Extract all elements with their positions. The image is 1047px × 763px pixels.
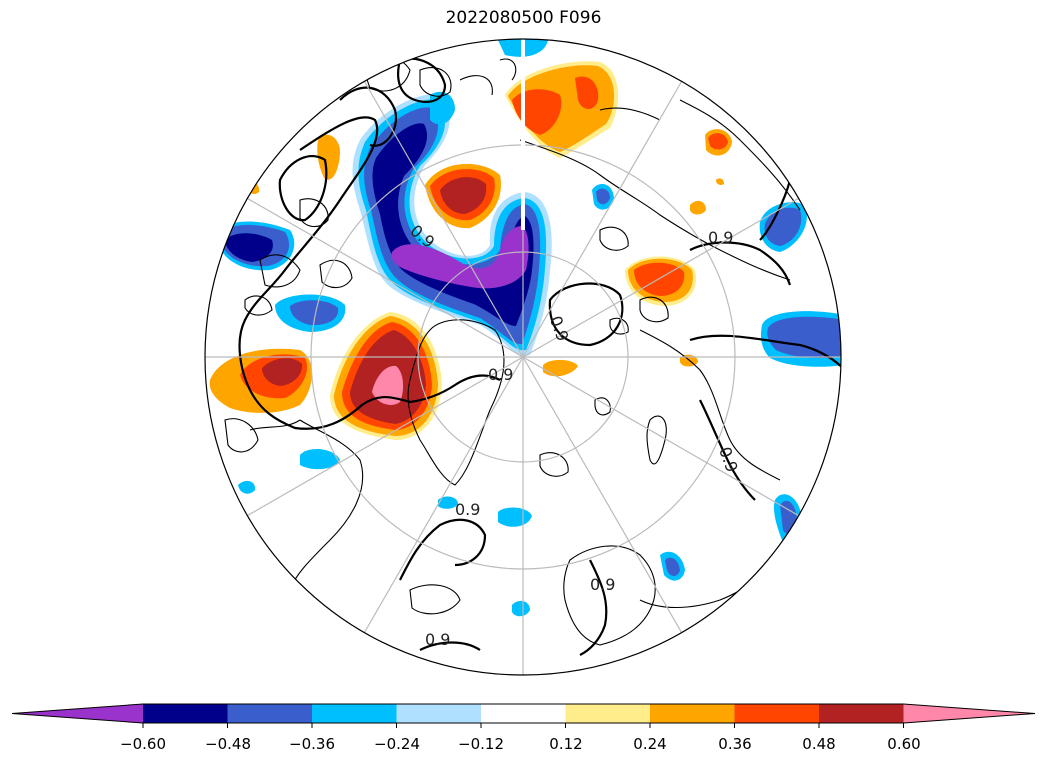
coastline-svalbard <box>539 397 611 477</box>
coastlines <box>224 54 801 646</box>
colorbar-tick-label: −0.24 <box>374 735 420 753</box>
contour-right-arc <box>759 179 792 241</box>
contour-top-arc <box>339 86 398 147</box>
meridian <box>522 356 809 522</box>
anomaly-left-cold <box>215 221 346 494</box>
coastline-iceland <box>409 584 461 615</box>
small-warm-blob <box>543 359 578 377</box>
colorbar-segment <box>227 704 313 723</box>
colorbar-segment <box>481 704 566 723</box>
meridian <box>358 71 524 358</box>
colorbar-extend-right <box>903 704 1035 723</box>
colorbar-extend-left <box>12 704 143 723</box>
colorbar-tick-label: −0.48 <box>205 735 251 753</box>
map-boundary <box>204 38 842 676</box>
anomaly-cold-tongue <box>352 94 552 356</box>
coastline-scandinavia <box>563 545 656 646</box>
anomaly-right-warm <box>625 256 697 306</box>
anomaly-near-pole <box>425 163 501 229</box>
meridian <box>358 356 524 643</box>
contour-center-loop <box>548 282 624 347</box>
coastline-alaska <box>359 54 517 97</box>
colorbar-ticks <box>142 723 904 728</box>
colorbar: −0.60 −0.48 −0.36 −0.24 −0.12 0.12 0.24 … <box>11 703 1036 753</box>
colorbar-segment <box>565 704 651 723</box>
meridian <box>522 192 809 358</box>
contour-label: 0.9 <box>425 630 450 649</box>
coastline-east-siberia <box>599 99 801 211</box>
coastline-taymyr <box>639 329 781 481</box>
fill-sky-blue <box>300 448 340 470</box>
fill-red-orange-2 <box>575 76 599 109</box>
colorbar-tick-label: 0.24 <box>633 735 666 753</box>
fill-dark-red <box>440 177 487 214</box>
coastline-islands-west <box>244 198 353 316</box>
colorbar-segment <box>143 704 228 723</box>
colorbar-tick-label: 0.60 <box>887 735 920 753</box>
colorbar-segment <box>650 704 735 723</box>
colorbar-tick-label: 0.12 <box>549 735 582 753</box>
colorbar-segment <box>312 704 397 723</box>
contour-bottom <box>419 641 481 651</box>
meridian <box>237 192 524 358</box>
coastline-greenland <box>407 319 505 486</box>
fill-royal-blue <box>764 207 802 246</box>
contour-right-3 <box>699 399 756 501</box>
coastline-siberia-islands <box>599 226 669 335</box>
contour-right-2 <box>689 334 841 371</box>
contour-left <box>238 116 501 430</box>
small-warm-blob <box>690 200 706 215</box>
fill-pink <box>372 365 404 405</box>
colorbar-tick-label: −0.60 <box>120 735 166 753</box>
meridian <box>237 356 524 522</box>
dateline-strip <box>521 39 525 230</box>
small-warm-blob <box>317 134 340 180</box>
polar-map: 0.9 0.9 0.9 0.9 0.9 0.9 0.9 0.9 <box>204 38 842 676</box>
fill-royal-blue <box>665 557 680 576</box>
fill-sky-blue <box>438 496 458 509</box>
small-warm-blob <box>716 178 724 185</box>
coastline-siberia-north <box>519 139 791 281</box>
meridian <box>522 356 688 643</box>
fill-sky-blue <box>512 600 530 617</box>
contour-bottom-left <box>399 518 487 581</box>
contour-top <box>397 57 447 103</box>
colorbar-segment <box>819 704 904 723</box>
anomaly-right-cold <box>430 39 841 617</box>
fill-purple <box>391 226 529 289</box>
fill-royal-blue <box>290 300 339 326</box>
contour-bottom-right <box>579 559 608 656</box>
contour-lines <box>238 57 841 656</box>
colorbar-tick-label: −0.12 <box>458 735 504 753</box>
contour-right-1 <box>689 241 792 286</box>
colorbar-segments <box>11 703 1036 724</box>
colorbar-tick-labels: −0.60 −0.48 −0.36 −0.24 −0.12 0.12 0.24 … <box>120 735 921 753</box>
coastline-hudson <box>224 418 259 453</box>
anomaly-top-center <box>505 61 619 159</box>
contour-label: 0.9 <box>488 365 513 384</box>
map-title: 2022080500 F096 <box>445 8 602 28</box>
colorbar-segment <box>734 704 820 723</box>
contour-loop-left <box>278 154 328 222</box>
small-warm-blob <box>708 133 728 150</box>
fill-royal-blue <box>596 188 610 205</box>
fill-navy <box>225 233 273 262</box>
contour-label: 0.9 <box>455 500 480 519</box>
colorbar-tick-label: 0.48 <box>802 735 835 753</box>
contour-label: 0.9 <box>590 575 615 594</box>
colorbar-tick-label: 0.36 <box>718 735 751 753</box>
colorbar-segment <box>396 704 482 723</box>
coastline-canada-arctic <box>249 419 364 591</box>
colorbar-tick-label: −0.36 <box>289 735 335 753</box>
fill-royal-blue <box>767 316 841 358</box>
coastline-novaya-zemlya <box>646 415 667 465</box>
meridian <box>522 71 688 358</box>
contour-label: 0.9 <box>708 228 733 247</box>
fill-sky-blue <box>238 480 256 494</box>
fill-dark-red <box>262 358 303 386</box>
